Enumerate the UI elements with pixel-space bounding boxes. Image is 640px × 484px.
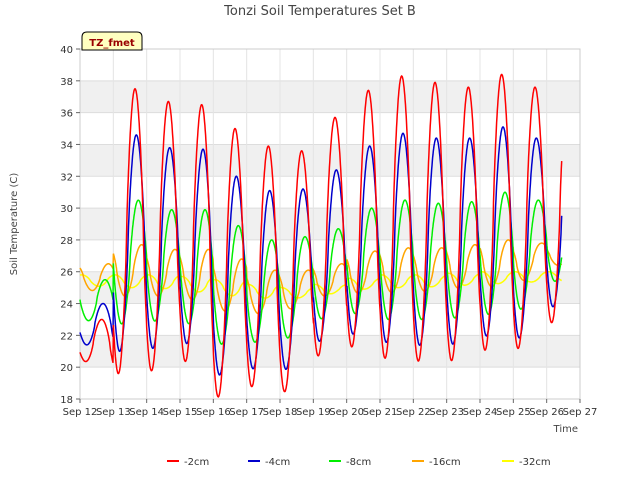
y-tick-label: 32 (60, 172, 73, 183)
y-tick-label: 40 (60, 45, 73, 56)
legend-label: -32cm (519, 457, 551, 468)
y-tick-label: 20 (60, 363, 73, 374)
legend-label: -8cm (346, 457, 371, 468)
legend-label: -16cm (429, 457, 461, 468)
series-line-2cmcm (79, 73, 563, 398)
x-tick-label: Sep 18 (263, 407, 298, 418)
y-axis-label: Soil Temperature (C) (9, 173, 20, 276)
site-tag-label: TZ_fmet (89, 38, 135, 49)
x-tick-label: Sep 15 (163, 407, 198, 418)
background-band (80, 80, 580, 113)
x-axis-label: Time (553, 424, 578, 435)
chart-title: Tonzi Soil Temperatures Set B (223, 4, 416, 19)
background-band (80, 335, 580, 368)
x-tick-label: Sep 14 (129, 407, 164, 418)
site-tag-box (81, 31, 143, 51)
x-tick-label: Sep 19 (296, 407, 331, 418)
x-tick-label: Sep 17 (229, 407, 264, 418)
x-tick-label: Sep 20 (329, 407, 364, 418)
legend-label: -4cm (265, 457, 290, 468)
y-tick-label: 34 (60, 140, 73, 151)
x-tick-label: Sep 26 (529, 407, 564, 418)
y-tick-label: 28 (60, 236, 73, 247)
plot-frame (79, 48, 581, 400)
y-tick-label: 26 (60, 268, 73, 279)
site-tag: TZ_fmet (81, 31, 143, 51)
x-tick-label: Sep 25 (496, 407, 531, 418)
series-lines (79, 73, 563, 398)
y-tick-label: 38 (60, 77, 73, 88)
y-tick-label: 24 (60, 300, 73, 311)
legend: -2cm -4cm -8cm -16cm -32cm (167, 457, 551, 468)
x-tick-label: Sep 27 (563, 407, 598, 418)
legend-label: -2cm (184, 457, 209, 468)
y-tick-label: 22 (60, 331, 73, 342)
x-tick-label: Sep 16 (196, 407, 231, 418)
x-tick-label: Sep 12 (63, 407, 98, 418)
series-line-8cmcm (79, 191, 563, 345)
y-tick-label: 36 (60, 109, 73, 120)
x-tick-label: Sep 22 (396, 407, 431, 418)
x-tick-label: Sep 24 (463, 407, 498, 418)
y-tick-label: 18 (60, 395, 73, 406)
y-axis: 18 20 22 24 26 28 30 32 34 36 38 40 (60, 45, 80, 406)
y-tick-label: 30 (60, 204, 73, 215)
x-tick-label: Sep 13 (96, 407, 131, 418)
x-tick-label: Sep 21 (363, 407, 398, 418)
x-tick-label: Sep 23 (429, 407, 464, 418)
